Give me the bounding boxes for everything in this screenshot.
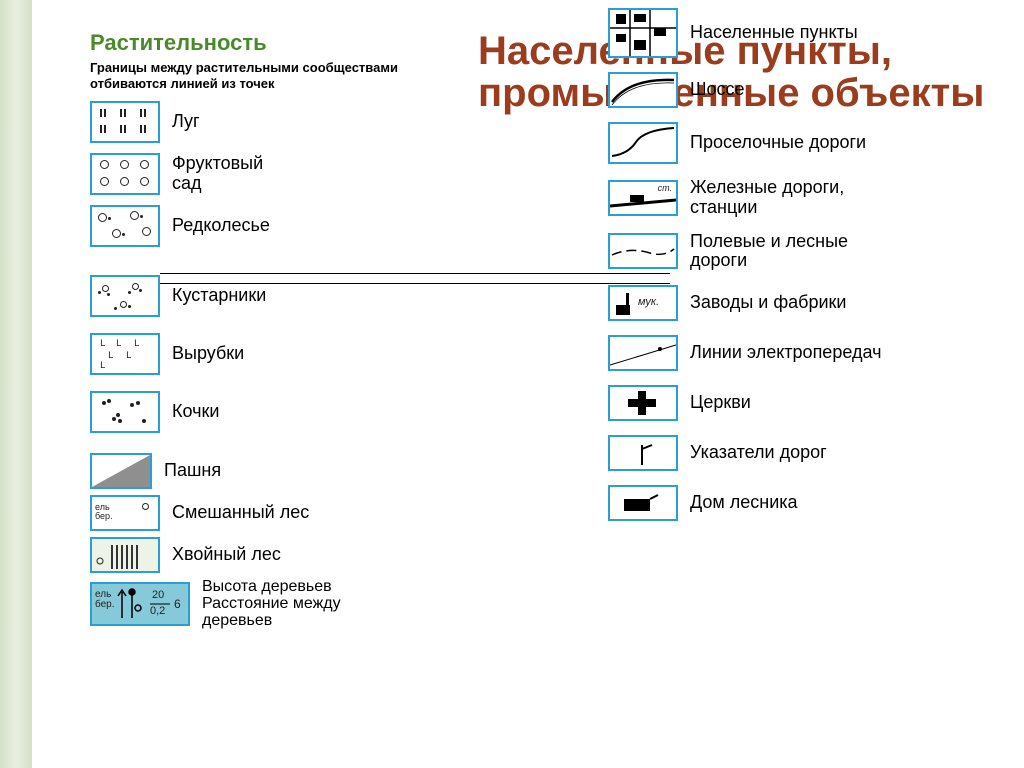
legend-row-churches: Церкви — [608, 385, 998, 421]
symbol-factories: мук. — [608, 285, 678, 321]
symbol-tree-height: ель бер. 20 0,2 6 — [90, 582, 190, 626]
label-sparse-forest: Редколесье — [172, 216, 270, 236]
symbol-orchard — [90, 153, 160, 195]
signpost-icon — [610, 437, 676, 469]
label-coniferous: Хвойный лес — [172, 545, 281, 565]
forester-icon — [610, 487, 676, 519]
symbol-shrubs — [90, 275, 160, 317]
legend-row-meadow: Луг — [90, 101, 430, 143]
vegetation-column: Растительность Границы между растительны… — [90, 30, 430, 630]
legend-row-plowland: Пашня — [90, 453, 430, 489]
label-shrubs: Кустарники — [172, 286, 266, 306]
label-forester: Дом лесника — [690, 493, 798, 513]
legend-row-tree-height: ель бер. 20 0,2 6 Высота деревьев Рассто… — [90, 579, 430, 629]
label-highway: Шоссе — [690, 80, 745, 100]
legend-row-power-lines: Линии электропередач — [608, 335, 998, 371]
symbol-clearings: LLL LL L — [90, 333, 160, 375]
church-icon — [610, 387, 676, 419]
country-road-icon — [610, 124, 676, 162]
symbol-railroad: ст. — [608, 180, 678, 216]
symbol-field-road — [608, 233, 678, 269]
symbol-coniferous — [90, 537, 160, 573]
symbol-mixed-forest: ель бер. — [90, 495, 160, 531]
label-signposts: Указатели дорог — [690, 443, 827, 463]
legend-row-shrubs: Кустарники — [90, 275, 430, 317]
vegetation-title: Растительность — [90, 30, 430, 56]
factory-icon — [610, 287, 676, 319]
legend-row-railroad: ст. Железные дороги, станции — [608, 178, 998, 218]
symbol-plowland — [90, 453, 152, 489]
legend-row-forester: Дом лесника — [608, 485, 998, 521]
callout-line-1 — [160, 273, 670, 274]
settlements-column: Населенные пункты, промышленные объекты … — [478, 30, 998, 641]
symbol-highway — [608, 72, 678, 108]
symbol-sparse-forest — [90, 205, 160, 247]
legend-row-highway: Шоссе — [608, 72, 998, 108]
label-churches: Церкви — [690, 393, 751, 413]
field-road-icon — [610, 235, 676, 267]
plowland-icon — [92, 455, 150, 487]
legend-row-signposts: Указатели дорог — [608, 435, 998, 471]
legend-row-field-road: Полевые и лесные дороги — [608, 232, 998, 272]
label-field-road: Полевые и лесные дороги — [690, 232, 848, 272]
label-railroad: Железные дороги, станции — [690, 178, 844, 218]
label-power-lines: Линии электропередач — [690, 343, 881, 363]
symbol-country-road — [608, 122, 678, 164]
label-clearings: Вырубки — [172, 344, 244, 364]
legend-row-sparse-forest: Редколесье — [90, 205, 430, 247]
label-factories: Заводы и фабрики — [690, 293, 846, 313]
legend-row-orchard: Фруктовый сад — [90, 153, 430, 195]
legend-row-clearings: LLL LL L Вырубки — [90, 333, 430, 375]
symbol-settlements — [608, 8, 678, 58]
vegetation-subtitle: Границы между растительными сообществами… — [90, 60, 430, 91]
legend-row-hummocks: Кочки — [90, 391, 430, 433]
legend-row-coniferous: Хвойный лес — [90, 537, 430, 573]
label-hummocks: Кочки — [172, 402, 219, 422]
symbol-hummocks — [90, 391, 160, 433]
label-plowland: Пашня — [164, 461, 221, 481]
label-country-road: Проселочные дороги — [690, 133, 866, 153]
label-orchard: Фруктовый сад — [172, 154, 263, 194]
settlements-icon — [610, 10, 676, 56]
label-meadow: Луг — [172, 112, 200, 132]
side-strip — [0, 0, 32, 768]
symbol-power-lines — [608, 335, 678, 371]
label-tree-height: Высота деревьев Расстояние между деревье… — [202, 579, 341, 629]
legend-row-country-road: Проселочные дороги — [608, 122, 998, 164]
symbol-signposts — [608, 435, 678, 471]
power-line-icon — [610, 337, 676, 369]
label-settlements: Населенные пункты — [690, 23, 858, 43]
legend-row-factories: мук. Заводы и фабрики — [608, 285, 998, 321]
legend-row-settlements: Населенные пункты — [608, 8, 998, 58]
callout-line-2 — [160, 283, 670, 284]
coniferous-icon — [92, 539, 158, 571]
legend-row-mixed-forest: ель бер. Смешанный лес — [90, 495, 430, 531]
highway-icon — [610, 74, 676, 106]
symbol-meadow — [90, 101, 160, 143]
symbol-churches — [608, 385, 678, 421]
railroad-icon — [610, 182, 676, 214]
label-mixed-forest: Смешанный лес — [172, 503, 309, 523]
symbol-forester — [608, 485, 678, 521]
